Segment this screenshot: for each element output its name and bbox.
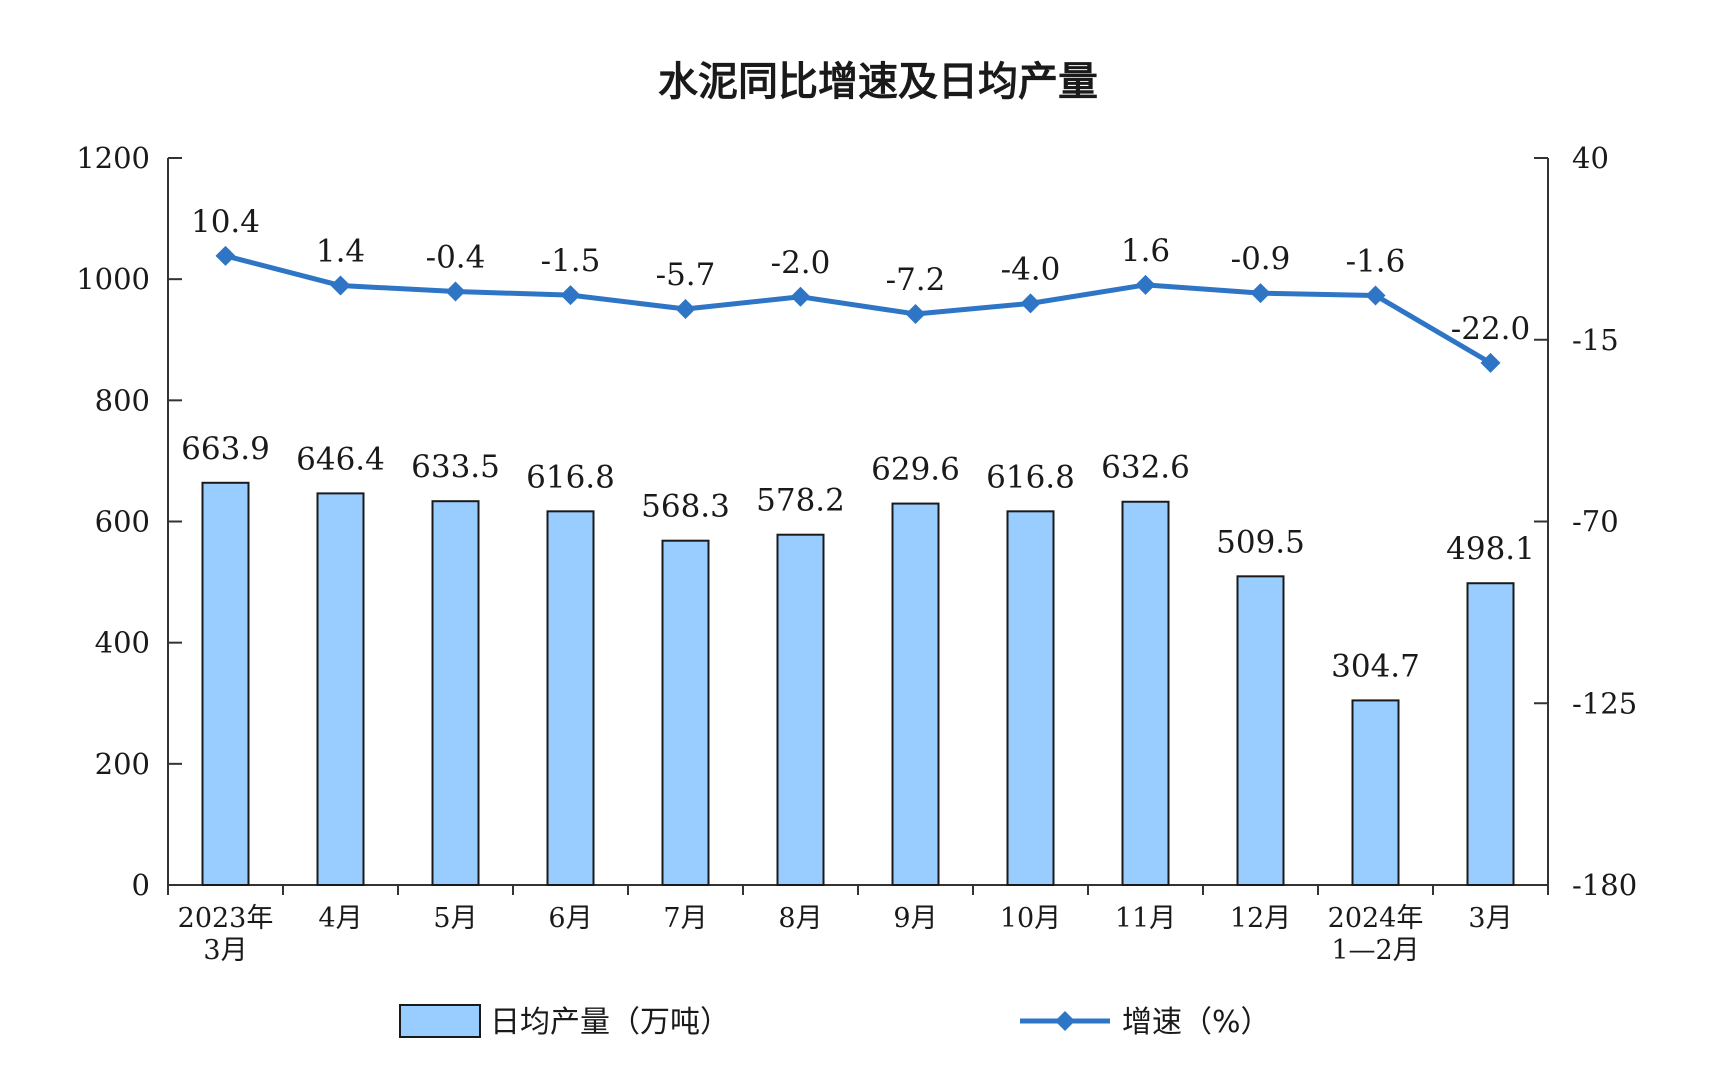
bar-data-label: 616.8 [526,459,615,495]
line-point [1480,352,1501,373]
chart-title: 水泥同比增速及日均产量 [658,59,1098,105]
left-tick-label: 0 [132,868,150,902]
line-point [790,286,811,307]
right-tick-label: -125 [1572,686,1637,720]
line-point [1135,274,1156,295]
bar-data-label: 663.9 [181,431,270,467]
line-data-label: -4.0 [1001,251,1061,287]
axes: 0 200 400 600 800 1000 1200 -180 -125 -70 -15 40 202… [76,141,1637,966]
x-tick-label: 2023年 3月 [178,903,274,966]
line-point [905,303,926,324]
x-tick-label: 8月 [778,903,822,934]
x-tick-label: 12月 [1230,903,1291,934]
bar [1121,500,1170,886]
x-tick-label: 9月 [893,903,937,934]
line-data-label: 10.4 [191,204,260,240]
line-point [560,285,581,306]
bar [201,481,250,886]
x-tick-label: 5月 [433,903,477,934]
line-series: 10.4 1.4 -0.4 -1.5 -5.7 -2.0 -7.2 -4.0 1.6 -0.9 -1… [191,204,1530,373]
bar-data-label: 629.6 [871,452,960,488]
line-data-label: -0.4 [426,240,486,276]
line-data-label: -22.0 [1451,311,1531,347]
line-data-label: -1.5 [541,243,601,279]
bar-data-label: 646.4 [296,441,385,477]
x-tick-label: 7月 [663,903,707,934]
x-tick-label: 11月 [1115,903,1176,934]
bar-series: 663.9 646.4 633.5 616.8 568.3 578.2 629.6 616.8… [181,431,1535,887]
line-point [1020,293,1041,314]
bar [1351,699,1400,886]
line-data-label: 1.6 [1121,233,1170,269]
bar-data-label: 509.5 [1216,524,1305,560]
bar-data-label: 633.5 [411,449,500,485]
right-tick-label: 40 [1572,141,1609,175]
x-tick-label: 10月 [1000,903,1061,934]
bar-data-label: 578.2 [756,483,845,519]
bar [316,492,365,886]
bar-data-label: 304.7 [1331,648,1420,684]
left-tick-label: 1200 [76,141,150,175]
line-data-label: -0.9 [1231,241,1291,277]
x-tick-label: 3月 [1468,903,1512,934]
left-tick-label: 600 [95,505,150,539]
line-point [215,245,236,266]
legend: 日均产量（万吨） 增速（%） [399,1004,1271,1040]
left-tick-label: 200 [95,747,150,781]
left-tick-label: 1000 [76,262,150,296]
bar-data-label: 568.3 [641,489,730,525]
line-data-label: -5.7 [656,257,716,293]
bar [661,539,710,886]
bar [1006,510,1055,886]
legend-bar-swatch [399,1004,481,1038]
line-data-label: 1.4 [316,234,365,270]
line-data-label: -7.2 [886,262,946,298]
line-point [445,281,466,302]
legend-line-marker [1055,1011,1075,1031]
left-tick-label: 400 [95,626,150,660]
line-point [1365,285,1386,306]
left-tick-label: 800 [95,383,150,417]
line-point [330,275,351,296]
x-tick-label: 2024年 1—2月 [1328,903,1424,966]
bar-data-label: 498.1 [1446,531,1535,567]
line-point [1250,283,1271,304]
line-point [675,299,696,320]
right-tick-label: -70 [1572,505,1619,539]
bar [1466,582,1515,887]
x-tick-label: 6月 [548,903,592,934]
line-path [224,253,1492,366]
legend-bar-label: 日均产量（万吨） [490,1005,730,1040]
bar-data-label: 632.6 [1101,450,1190,486]
bar [546,510,595,886]
bar [891,502,940,886]
bar [431,500,480,886]
right-tick-label: -180 [1572,868,1637,902]
legend-line-label: 增速（%） [1122,1005,1271,1040]
bar [1236,575,1285,887]
bar-data-label: 616.8 [986,459,1075,495]
bar [776,533,825,886]
line-data-label: -2.0 [771,245,831,281]
line-data-label: -1.6 [1346,243,1406,279]
right-tick-label: -15 [1572,323,1619,357]
x-tick-label: 4月 [318,903,362,934]
